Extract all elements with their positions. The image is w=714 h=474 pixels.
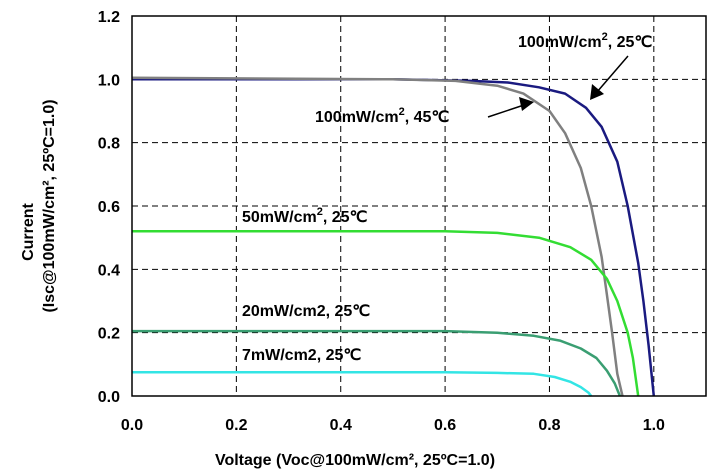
- series-line-4: [132, 371, 593, 397]
- annotation-7mw-25c: 7mW/cm2, 25℃: [242, 347, 361, 364]
- x-tick-label: 0.0: [121, 417, 143, 434]
- y-tick-label: 0.6: [98, 199, 120, 216]
- x-tick-label: 0.6: [434, 417, 456, 434]
- x-tick-labels: 0.0 0.2 0.4 0.6 0.8 1.0: [121, 417, 665, 434]
- annotation-100mw-25c-text: 100mW/cm: [518, 34, 602, 51]
- y-tick-label: 0.0: [98, 389, 120, 406]
- annotation-100mw-25c-sup: 2: [602, 31, 608, 43]
- annotation-50mw-25c-tail: , 25℃: [323, 209, 368, 226]
- series-line-1: [131, 76, 624, 397]
- annotation-50mw-25c: 50mW/cm2, 25℃: [242, 206, 368, 226]
- series-line-0: [132, 78, 656, 397]
- series-lines: [131, 76, 656, 397]
- annotation-50mw-25c-text: 50mW/cm: [242, 209, 317, 226]
- plot-frame: [131, 15, 707, 397]
- series-line-2: [132, 230, 640, 397]
- y-tick-labels: 0.0 0.2 0.4 0.6 0.8 1.0 1.2: [98, 9, 120, 406]
- arrow-100mw-25c: [590, 55, 629, 100]
- annotation-20mw-25c: 20mW/cm2, 25℃: [242, 303, 370, 320]
- annotation-100mw-45c-text: 100mW/cm: [315, 109, 399, 126]
- y-axis-title-line2: (Isc@100mW/cm², 25ºC=1.0): [41, 99, 58, 312]
- y-tick-label: 1.0: [98, 72, 120, 89]
- x-tick-label: 0.2: [225, 417, 247, 434]
- x-tick-label: 0.8: [538, 417, 560, 434]
- arrow-100mw-45c: [487, 97, 534, 118]
- annotation-100mw-25c-tail: , 25℃: [608, 34, 653, 51]
- annotation-100mw-45c: 100mW/cm2, 45℃: [315, 106, 449, 126]
- y-tick-label: 0.2: [98, 326, 120, 343]
- x-tick-label: 1.0: [643, 417, 665, 434]
- y-axis-title-line1: Current: [20, 202, 37, 260]
- annotation-100mw-45c-sup: 2: [399, 106, 405, 118]
- x-axis-title: Voltage (Voc@100mW/cm², 25ºC=1.0): [215, 452, 495, 469]
- y-tick-label: 1.2: [98, 9, 120, 26]
- annotation-100mw-25c: 100mW/cm2, 25℃: [518, 31, 652, 51]
- annotation-100mw-45c-tail: , 45℃: [405, 109, 450, 126]
- series-line-3: [132, 329, 622, 397]
- x-tick-label: 0.4: [330, 417, 352, 434]
- annotation-50mw-25c-sup: 2: [317, 206, 323, 218]
- y-tick-label: 0.4: [98, 262, 120, 279]
- y-tick-label: 0.8: [98, 136, 120, 153]
